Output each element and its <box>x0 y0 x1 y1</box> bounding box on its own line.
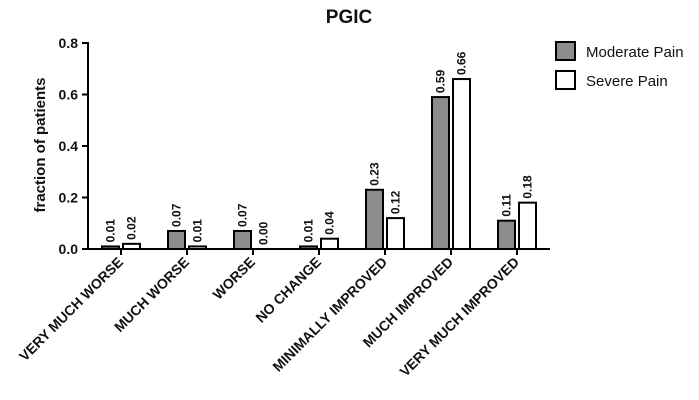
bar-moderate-pain <box>431 96 450 250</box>
data-label: 0.12 <box>389 190 403 214</box>
data-label: 0.18 <box>521 175 535 199</box>
data-label: 0.07 <box>236 203 250 227</box>
y-tick-label: 0.4 <box>59 138 79 154</box>
y-tick-label: 0.0 <box>59 241 79 257</box>
legend: Moderate Pain Severe Pain <box>555 41 684 90</box>
x-category-label: WORSE <box>209 254 258 303</box>
x-category-label: VERY MUCH WORSE <box>16 254 126 364</box>
data-label: 0.66 <box>455 51 469 75</box>
data-label: 0.02 <box>125 216 139 240</box>
data-label: 0.59 <box>434 69 448 93</box>
data-label: 0.11 <box>500 194 514 217</box>
bar-moderate-pain <box>299 245 318 251</box>
bar-moderate-pain <box>101 245 120 251</box>
bar-moderate-pain <box>167 229 186 251</box>
y-axis-label: fraction of patients <box>32 77 49 212</box>
y-tick-label: 0.2 <box>59 190 79 206</box>
bar-moderate-pain <box>233 229 252 251</box>
x-category-label: VERY MUCH IMPROVED <box>396 254 522 380</box>
y-tick-label: 0.8 <box>59 35 79 51</box>
bar-severe-pain <box>386 217 405 251</box>
data-label: 0.00 <box>257 221 271 245</box>
bar-severe-pain <box>188 245 207 251</box>
legend-label-moderate-pain: Moderate Pain <box>586 44 684 61</box>
legend-swatch-severe-pain <box>555 70 576 90</box>
data-label: 0.01 <box>191 219 205 243</box>
data-label: 0.07 <box>170 203 184 227</box>
legend-swatch-moderate-pain <box>555 41 576 61</box>
data-label: 0.23 <box>368 162 382 186</box>
bar-severe-pain <box>452 78 471 250</box>
data-label: 0.04 <box>323 211 337 235</box>
x-category-label: NO CHANGE <box>252 254 324 326</box>
x-category-label: MINIMALLY IMPROVED <box>269 254 390 375</box>
bar-moderate-pain <box>497 219 516 251</box>
legend-label-severe-pain: Severe Pain <box>586 73 668 90</box>
bar-severe-pain <box>122 242 141 251</box>
bar-severe-pain <box>518 201 537 250</box>
data-label: 0.01 <box>104 219 118 243</box>
plot-area: 0.0 0.2 0.4 0.6 0.8 0.01 0.02 VERY MUCH WORSE 0.… <box>16 35 550 380</box>
y-tick-label: 0.6 <box>59 87 79 103</box>
bar-severe-pain <box>320 237 339 250</box>
bar-moderate-pain <box>365 188 384 250</box>
chart-title: PGIC <box>326 7 373 28</box>
data-label: 0.01 <box>302 219 316 243</box>
